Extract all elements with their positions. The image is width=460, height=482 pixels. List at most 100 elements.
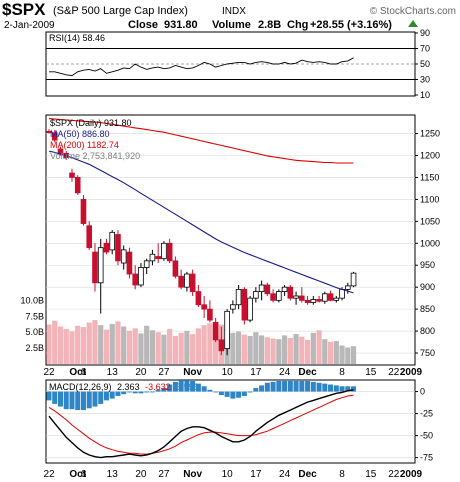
macd-tick-label: -25 [420, 409, 433, 419]
volume-bar [276, 339, 282, 364]
macd-histogram-bar [178, 380, 184, 392]
x-axis-label: 17 [250, 367, 262, 378]
volume-label: Volume [212, 19, 251, 31]
candle-body [230, 304, 236, 310]
macd-histogram-bar [184, 380, 190, 392]
macd-histogram-bar [253, 388, 259, 392]
macd-histogram-bar [293, 381, 299, 392]
volume-bar [322, 339, 328, 364]
legend-ma200: MA(200) 1182.74 [50, 140, 119, 150]
x-axis-label: 24 [279, 469, 291, 480]
legend-price: $SPX (Daily) 931.80 [50, 118, 132, 128]
macd-histogram-bar [339, 386, 345, 392]
macd-histogram-bar [149, 391, 155, 393]
candle-body [97, 247, 104, 284]
volume-bar [57, 326, 64, 364]
x-axis-label: 6 [81, 367, 87, 378]
volume-tick-label: 7.5B [25, 311, 44, 321]
x-axis-label: Oct [69, 367, 86, 378]
volume-bar [46, 324, 52, 364]
rsi-line [49, 57, 354, 77]
volume-bar [155, 332, 161, 364]
price-tick-label: 950 [420, 260, 435, 270]
price-tick-label: 1000 [420, 238, 440, 248]
volume-bar [293, 334, 299, 364]
volume-bar [161, 334, 167, 364]
macd-histogram-bar [322, 383, 328, 392]
x-axis-label: 6 [81, 469, 87, 480]
candle-body [218, 339, 225, 352]
volume-bar [86, 322, 92, 364]
price-tick-label: 1050 [420, 216, 440, 226]
candle-body [178, 275, 184, 288]
index-name: (S&P 500 Large Cap Index) [53, 5, 188, 17]
macd-histogram-bar [98, 391, 104, 404]
candle-body [264, 284, 271, 295]
candle-body [69, 172, 75, 178]
candle-body [149, 253, 156, 262]
price-tick-label: 750 [420, 348, 435, 358]
candle-body [276, 291, 282, 301]
volume-bar [109, 323, 115, 364]
volume-bar [236, 331, 242, 364]
volume-bar [184, 330, 190, 364]
volume-bar [339, 345, 345, 364]
candle-body [304, 299, 311, 303]
volume-bar [172, 336, 179, 364]
macd-histogram-bar [195, 383, 201, 392]
macd-histogram-bar [161, 388, 167, 392]
macd-histogram-bar [167, 384, 173, 392]
x-axis-label: 22 [388, 469, 400, 480]
candle-body [172, 260, 179, 277]
ma200-line [48, 118, 354, 164]
volume-bar [126, 330, 133, 364]
price-legend: $SPX (Daily) 931.80 MA(50) 886.80 MA(200… [50, 118, 140, 161]
macd-histogram-bar [57, 391, 63, 407]
macd-histogram-bar [351, 386, 357, 392]
volume-bar [98, 325, 104, 364]
macd-histogram-bar [299, 381, 305, 392]
candle-body [287, 286, 294, 299]
macd-histogram-bar [207, 389, 213, 392]
macd-histogram-bar [264, 382, 270, 392]
x-axis-label: 20 [135, 367, 147, 378]
volume-bar [190, 334, 196, 364]
x-axis-label: Oct [69, 469, 86, 480]
volume-bar [253, 332, 259, 364]
candle-body [224, 310, 230, 350]
candle-body [299, 295, 305, 301]
candle-body [253, 291, 259, 299]
macd-histogram-bar [287, 381, 293, 392]
macd-histogram-bar [247, 391, 253, 393]
volume-bar [281, 335, 288, 364]
volume-bar [75, 325, 81, 364]
volume-bar [241, 334, 247, 364]
macd-histogram-bar [328, 384, 334, 392]
macd-histogram-bar [259, 385, 265, 392]
macd-value: 2.363 [117, 382, 140, 392]
macd-histogram-bar [103, 391, 109, 401]
chg-value: +28.55 (+3.16%) [310, 19, 392, 31]
rsi-label: RSI(14) 58.46 [49, 33, 105, 43]
x-axis-label: 27 [158, 367, 170, 378]
macd-histogram-bar [121, 391, 127, 395]
candle-body [333, 297, 340, 301]
volume-bar [144, 325, 150, 364]
candle-body [350, 272, 357, 287]
macd-histogram-bar [270, 381, 276, 392]
price-tick-label: 900 [420, 282, 435, 292]
legend-ma50: MA(50) 886.80 [50, 129, 110, 139]
rsi-tick-label: 10 [420, 90, 430, 100]
candle-body [184, 273, 190, 288]
candle-body [195, 291, 202, 306]
volume-bar [247, 336, 253, 364]
volume-bar [333, 341, 339, 364]
x-axis-label: 13 [107, 469, 119, 480]
candle-body [161, 242, 167, 260]
hist-value: 5.996 [176, 382, 199, 392]
candle-body [80, 198, 87, 224]
volume-bar [80, 327, 87, 364]
candle-body [247, 297, 253, 321]
volume-bar [178, 332, 184, 364]
volume-bar [149, 330, 156, 364]
